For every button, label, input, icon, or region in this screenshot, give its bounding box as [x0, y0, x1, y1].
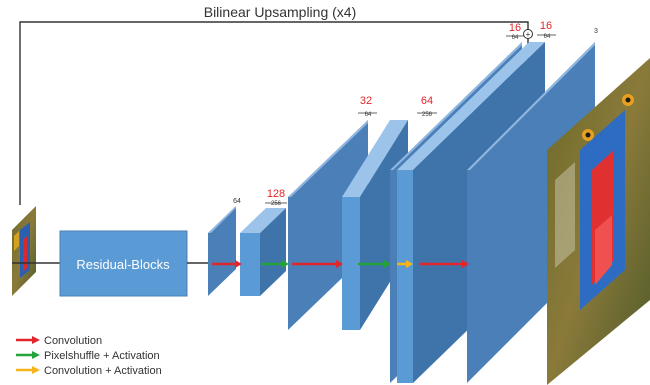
legend-label-conv-activation: Convolution + Activation [44, 365, 162, 377]
channel-label-64-e: 64 [544, 34, 551, 40]
channel-label-32: 32 [360, 95, 372, 107]
legend: Convolution Pixelshuffle + Activation Co… [16, 335, 162, 377]
feature-map-7 [467, 42, 595, 383]
op-arrow-conv-2 [292, 260, 343, 268]
channel-label-16-b: 16 [540, 20, 552, 32]
op-arrow-pixelshuffle-2 [358, 260, 391, 268]
legend-label-pixelshuffle: Pixelshuffle + Activation [44, 350, 160, 362]
diagram-title: Bilinear Upsampling (x4) [204, 4, 357, 20]
op-arrow-conv-3 [419, 260, 469, 268]
channel-label-64-b: 64 [421, 95, 433, 107]
feature-map-1 [208, 206, 236, 296]
op-arrow-conv-1 [212, 260, 242, 268]
channel-label-256-b: 256 [422, 112, 433, 118]
output-image [547, 58, 650, 385]
channel-label-64-c: 64 [365, 112, 372, 118]
feature-map-2 [240, 208, 286, 296]
feature-map-3 [288, 120, 368, 330]
legend-item-conv-activation: Convolution + Activation [16, 365, 162, 377]
input-image [12, 206, 36, 296]
op-arrow-pixelshuffle-1 [261, 260, 289, 268]
residual-blocks-label: Residual-Blocks [76, 257, 170, 272]
channel-label-64-d: 64 [512, 35, 519, 41]
channel-label-16-a: 16 [509, 22, 521, 34]
add-node-symbol: + [526, 30, 531, 39]
channel-label-3: 3 [594, 28, 598, 35]
channel-label-256-a: 256 [271, 201, 282, 207]
legend-label-convolution: Convolution [44, 335, 102, 347]
channel-label-128: 128 [267, 188, 285, 200]
add-node [523, 29, 533, 39]
legend-item-pixelshuffle: Pixelshuffle + Activation [16, 350, 160, 362]
channel-label-64-a: 64 [233, 198, 241, 205]
legend-item-convolution: Convolution [16, 335, 102, 347]
op-arrow-conv-activation [397, 260, 413, 268]
